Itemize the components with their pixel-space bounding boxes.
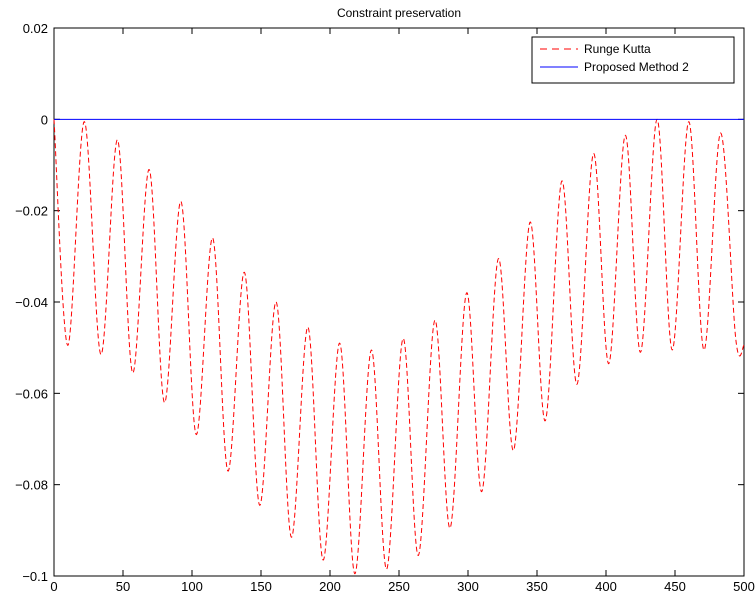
legend-label: Proposed Method 2 — [584, 60, 689, 74]
y-tick-label: −0.02 — [15, 204, 48, 219]
x-tick-label: 500 — [733, 579, 755, 594]
y-tick-label: 0 — [41, 112, 48, 127]
y-tick-label: −0.06 — [15, 386, 48, 401]
legend-box — [531, 36, 735, 84]
axis-ticks — [53, 27, 745, 577]
axis-tick-labels: 0 50 100 150 200 250 300 350 400 450 500 0.02 0 −0.02… — [15, 21, 755, 594]
y-tick-label: −0.1 — [22, 569, 48, 584]
x-tick-label: 350 — [526, 579, 548, 594]
y-tick-label: −0.08 — [15, 478, 48, 493]
x-tick-label: 150 — [250, 579, 272, 594]
x-tick-label: 0 — [50, 579, 57, 594]
x-tick-label: 200 — [319, 579, 341, 594]
series-layer — [53, 118, 745, 575]
legend-items: Runge Kutta Proposed Method 2 — [540, 42, 689, 74]
chart-title: Constraint preservation — [337, 6, 461, 20]
x-tick-label: 100 — [181, 579, 203, 594]
series-line-runge-kutta — [53, 118, 745, 575]
x-tick-label: 300 — [457, 579, 479, 594]
x-tick-label: 450 — [664, 579, 686, 594]
y-tick-label: −0.04 — [15, 295, 48, 310]
legend: Runge Kutta Proposed Method 2 — [531, 36, 735, 84]
legend-label: Runge Kutta — [584, 42, 651, 56]
x-tick-label: 50 — [116, 579, 130, 594]
x-tick-label: 250 — [388, 579, 410, 594]
x-tick-label: 400 — [595, 579, 617, 594]
y-tick-label: 0.02 — [23, 21, 48, 36]
